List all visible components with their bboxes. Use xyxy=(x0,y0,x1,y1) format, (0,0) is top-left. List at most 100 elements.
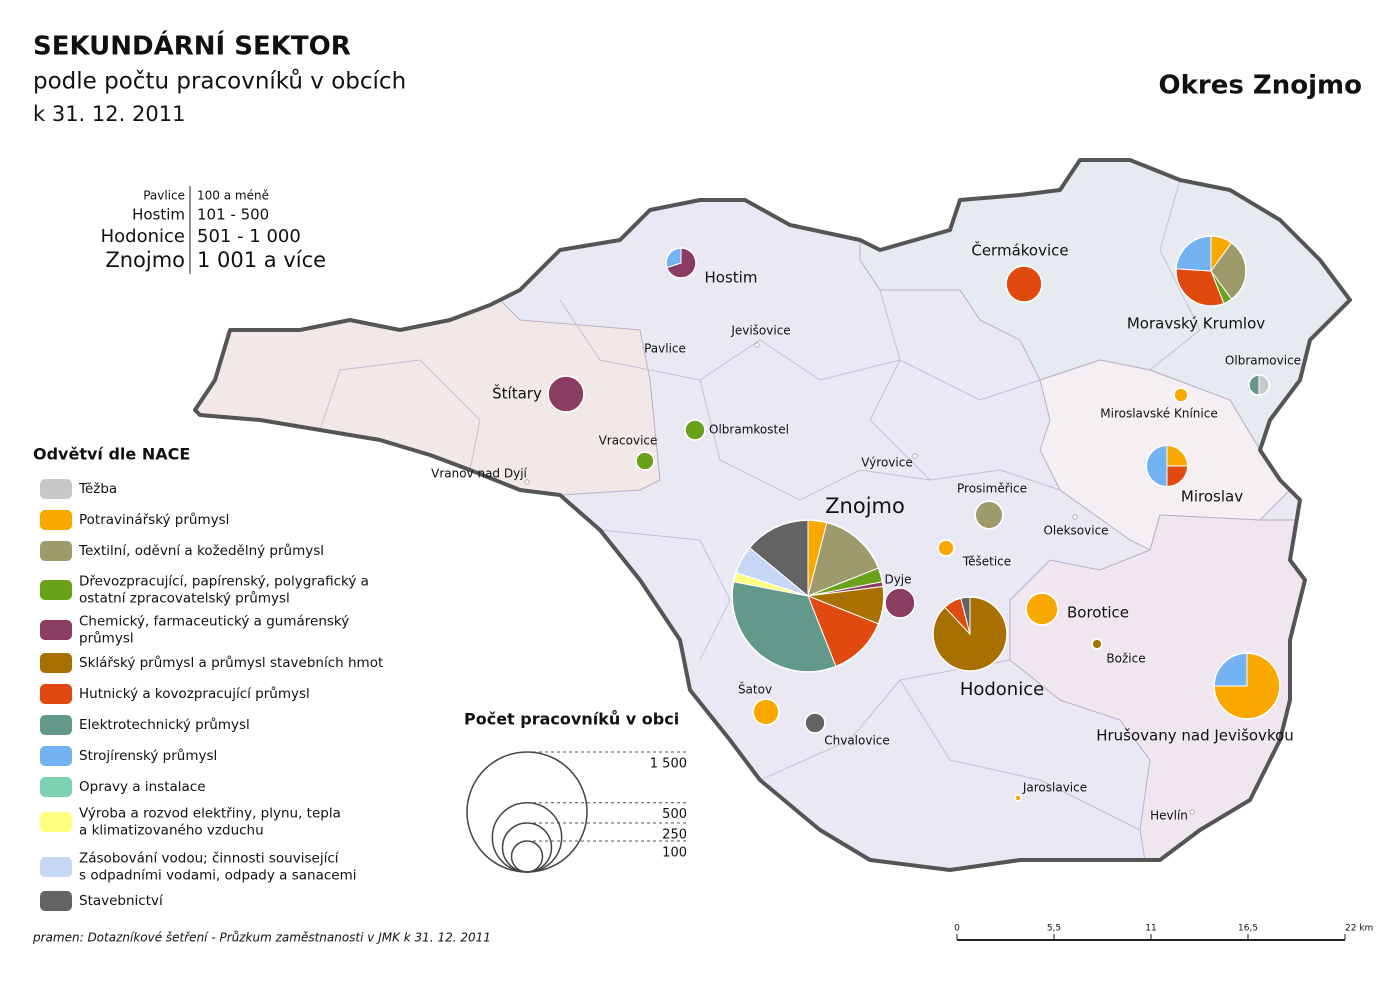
pie-outline xyxy=(1014,794,1022,802)
town-dot xyxy=(912,453,918,459)
legend-swatch xyxy=(40,684,72,704)
legend-swatch xyxy=(40,510,72,530)
legend-swatch xyxy=(40,857,72,877)
town-label: Olbramovice xyxy=(1225,354,1301,368)
legend-label: s odpadními vodami, odpady a sanacemi xyxy=(79,868,357,884)
town-label: Pavlice xyxy=(644,342,686,356)
pie-outline xyxy=(932,596,1008,672)
size-circle xyxy=(491,801,563,873)
town-label: Vranov nad Dyjí xyxy=(431,467,527,481)
town-label: Čermákovice xyxy=(971,241,1068,260)
town-label: Vracovice xyxy=(599,434,658,448)
size-sample: Hostim xyxy=(132,206,185,224)
town-label: Prosiměřice xyxy=(957,482,1027,496)
size-range: 501 - 1 000 xyxy=(197,226,301,247)
legend-swatch xyxy=(40,541,72,561)
pie-outline xyxy=(547,375,585,413)
town-dot xyxy=(524,479,530,485)
size-sample: Pavlice xyxy=(143,189,185,203)
legend-label: Výroba a rozvod elektřiny, plynu, tepla xyxy=(79,806,341,822)
town-label: Olbramkostel xyxy=(709,423,789,437)
legend-swatch xyxy=(40,620,72,640)
size-label: 100 xyxy=(662,846,687,861)
town-label: Jevišovice xyxy=(730,324,790,338)
scale-label: 11 xyxy=(1145,924,1156,934)
pie-outline xyxy=(635,451,655,471)
pie-outline xyxy=(1175,235,1247,307)
legend-label: ostatní zpracovatelský průmysl xyxy=(79,591,290,607)
town-label: Dyje xyxy=(884,573,911,587)
size-range: 101 - 500 xyxy=(197,206,269,224)
legend-label: Dřevozpracující, papírenský, polygrafick… xyxy=(79,574,369,590)
legend-label: Chemický, farmaceutický a gumárenský xyxy=(79,614,349,630)
pie-outline xyxy=(1248,374,1270,396)
region-name: Okres Znojmo xyxy=(1159,71,1362,101)
legend-label: Elektrotechnický průmysl xyxy=(79,717,250,733)
legend-label: průmysl xyxy=(79,631,134,647)
legend-label: Zásobování vodou; činnosti související xyxy=(79,851,340,867)
pie-outline xyxy=(1025,592,1059,626)
size-range: 1 001 a více xyxy=(197,248,326,272)
pie-outline xyxy=(1005,265,1043,303)
size-label: 1 500 xyxy=(650,757,687,772)
size-circle xyxy=(510,840,544,873)
town-label: Hevlín xyxy=(1150,809,1188,823)
town-dot xyxy=(754,342,760,348)
town-label: Božice xyxy=(1106,652,1145,666)
legend-label: Sklářský průmysl a průmysl stavebních hm… xyxy=(79,655,383,671)
legend-swatch xyxy=(40,812,72,832)
circle-legend-title: Počet pracovníků v obci xyxy=(464,710,679,729)
town-dot xyxy=(1189,809,1195,815)
legend-label: a klimatizovaného vzduchu xyxy=(79,823,264,839)
subtitle: podle počtu pracovníků v obcích xyxy=(33,68,406,95)
size-sample: Znojmo xyxy=(105,248,185,272)
size-range: 100 a méně xyxy=(197,189,269,203)
town-label: Jaroslavice xyxy=(1022,781,1087,795)
town-label: Moravský Krumlov xyxy=(1127,315,1265,333)
legend-swatch xyxy=(40,479,72,499)
legend-swatch xyxy=(40,746,72,766)
town-label: Znojmo xyxy=(825,494,905,518)
date: k 31. 12. 2011 xyxy=(33,102,185,126)
pie-outline xyxy=(731,519,885,673)
town-label: Oleksovice xyxy=(1043,524,1108,538)
town-label: Borotice xyxy=(1067,604,1129,622)
town-label: Výrovice xyxy=(861,456,912,470)
pie-outline xyxy=(1213,652,1281,720)
pie-outline xyxy=(804,712,826,734)
legend-label: Potravinářský průmysl xyxy=(79,512,229,528)
town-dot xyxy=(1072,514,1078,520)
legend-swatch xyxy=(40,891,72,911)
town-label: Miroslav xyxy=(1181,488,1243,506)
size-sample: Hodonice xyxy=(101,226,185,247)
town-label: Štítary xyxy=(492,384,542,403)
pie-outline xyxy=(1173,387,1189,403)
size-circle xyxy=(501,822,553,873)
town-label: Chvalovice xyxy=(824,734,890,748)
title: SEKUNDÁRNÍ SEKTOR xyxy=(33,30,351,62)
pie-outline xyxy=(1091,638,1103,650)
pie-outline xyxy=(665,247,697,279)
legend-swatch xyxy=(40,715,72,735)
pie-outline xyxy=(937,539,955,557)
legend-label: Opravy a instalace xyxy=(79,779,206,795)
scale-label: 16,5 xyxy=(1238,924,1258,934)
town-label: Hodonice xyxy=(960,679,1044,700)
town-label: Těšetice xyxy=(962,555,1011,569)
pie-outline xyxy=(752,698,780,726)
legend-label: Strojírenský průmysl xyxy=(79,748,217,764)
pie-outline xyxy=(974,500,1004,530)
pie-outline xyxy=(1145,444,1189,488)
size-label: 500 xyxy=(662,807,687,822)
nace-title: Odvětví dle NACE xyxy=(33,445,190,464)
legend-swatch xyxy=(40,777,72,797)
legend-label: Textilní, oděvní a kožedělný průmysl xyxy=(78,543,324,559)
source: pramen: Dotazníkové šetření - Průzkum za… xyxy=(32,931,491,945)
town-label: Šatov xyxy=(738,682,772,697)
town-label: Miroslavské Knínice xyxy=(1100,407,1217,421)
municipal-borders xyxy=(319,179,1201,831)
town-label: Hrušovany nad Jevišovkou xyxy=(1096,727,1294,745)
pie-outline xyxy=(684,419,706,441)
legend-label: Těžba xyxy=(78,481,117,497)
